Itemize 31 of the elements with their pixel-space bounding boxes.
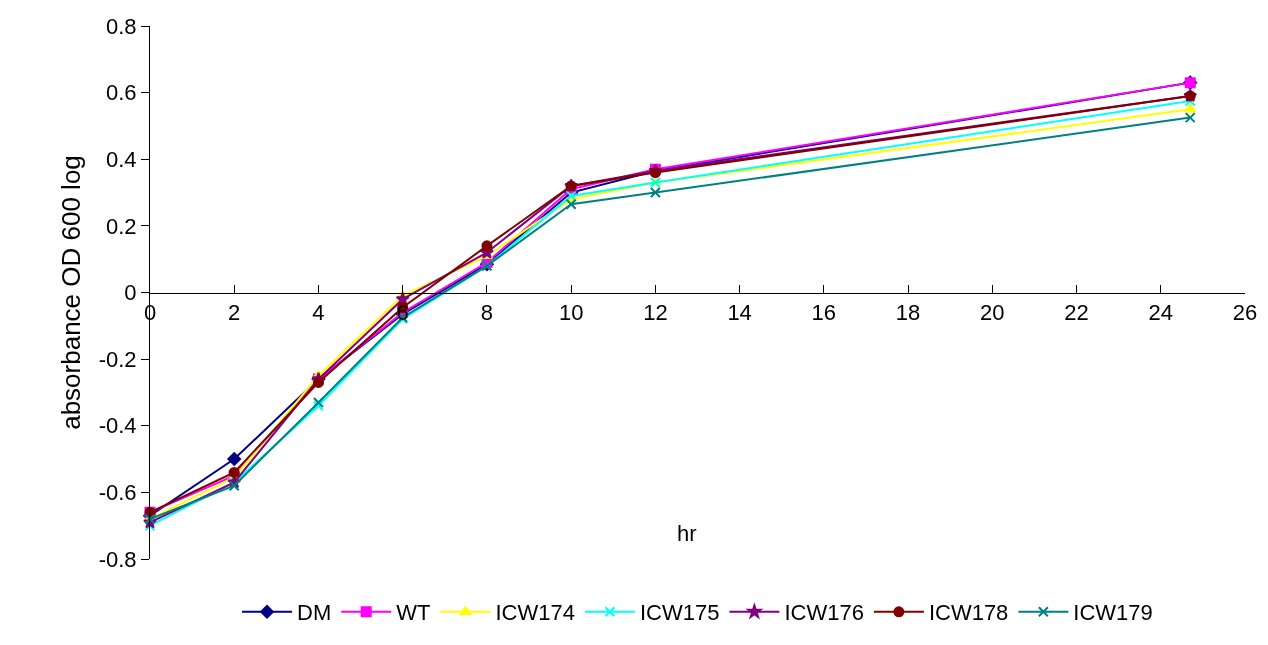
y-tick-label: -0.2 — [98, 346, 137, 372]
y-tick-label: 0.4 — [106, 146, 137, 172]
x-tick-label: 26 — [1232, 299, 1258, 325]
legend-label: WT — [396, 600, 431, 626]
x-tick-label: 12 — [643, 299, 668, 325]
y-tick-label: -0.8 — [98, 546, 137, 572]
x-tick-label: 22 — [1064, 299, 1089, 325]
legend-label: ICW176 — [784, 600, 864, 626]
y-tick-label: -0.4 — [98, 413, 137, 439]
legend-label: ICW175 — [639, 600, 720, 626]
x-tick-label: 6 — [396, 299, 409, 325]
x-tick-label: 20 — [980, 299, 1005, 325]
y-tick-label: -0.6 — [98, 480, 137, 506]
x-tick-label: 8 — [480, 299, 494, 325]
x-tick-label: 4 — [312, 299, 325, 325]
x-tick-label: 18 — [895, 299, 921, 325]
x-tick-label: 2 — [228, 299, 241, 325]
y-tick-label: 0.2 — [106, 213, 137, 239]
x-tick-label: 10 — [558, 299, 584, 325]
y-tick-label: 0.6 — [106, 80, 137, 106]
legend-label: ICW178 — [928, 600, 1009, 626]
y-axis-title: absorbance OD 600 log — [56, 155, 87, 430]
y-tick-label: 0.8 — [106, 13, 137, 39]
legend-label: ICW174 — [495, 600, 575, 626]
legend-label: DM — [297, 600, 332, 626]
x-tick-label: 14 — [727, 299, 752, 325]
x-tick-label: 16 — [811, 299, 837, 325]
x-axis-title: hr — [677, 521, 697, 546]
legend-label: ICW179 — [1073, 600, 1153, 626]
x-tick-label: 24 — [1148, 299, 1174, 325]
y-tick-label: 0 — [124, 280, 137, 306]
